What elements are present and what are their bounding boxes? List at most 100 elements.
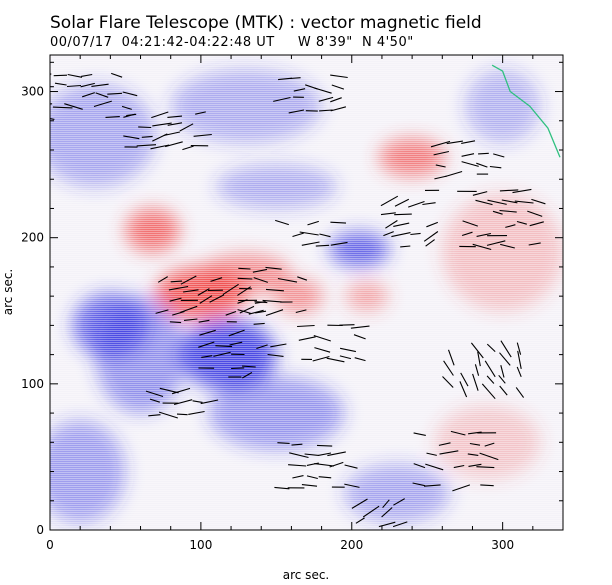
field-vector-8 <box>531 198 546 205</box>
field-vector-3 <box>252 268 268 273</box>
field-vector-15 <box>290 77 301 80</box>
field-vector-11 <box>413 432 426 436</box>
field-vector-13 <box>392 521 408 528</box>
field-vector-9 <box>433 150 450 156</box>
field-vector-11 <box>479 452 499 461</box>
field-vector-7 <box>383 231 394 237</box>
field-vector-7 <box>422 202 436 206</box>
field-vector-0 <box>64 103 83 110</box>
field-vector-1 <box>138 126 152 129</box>
field-vector-10 <box>500 365 505 378</box>
field-vector-15 <box>288 109 305 114</box>
field-vector-15 <box>330 74 348 79</box>
field-vector-1 <box>167 115 183 118</box>
field-vector-9 <box>461 161 479 167</box>
field-vector-1 <box>195 111 206 115</box>
field-vector-15 <box>278 77 293 81</box>
field-vector-6 <box>315 244 330 247</box>
field-vector-12 <box>306 475 318 480</box>
field-vector-6 <box>275 219 289 226</box>
field-vector-10 <box>470 342 484 359</box>
field-vector-15 <box>318 96 334 102</box>
field-vector-3 <box>295 309 307 314</box>
field-vector-12 <box>301 484 318 487</box>
field-vector-7 <box>385 220 398 229</box>
field-vector-13 <box>378 521 396 528</box>
field-vector-12 <box>318 476 332 479</box>
field-vector-7 <box>426 221 438 228</box>
field-vector-8 <box>487 199 507 205</box>
field-vector-7 <box>380 195 399 207</box>
field-vector-11 <box>438 442 451 446</box>
field-vector-10 <box>474 364 480 376</box>
field-vector-2 <box>253 322 265 325</box>
field-vector-1 <box>179 123 194 132</box>
field-vector-0 <box>80 82 95 88</box>
chart-title: Solar Flare Telescope (MTK) : vector mag… <box>50 13 482 33</box>
field-vector-15 <box>273 96 291 102</box>
field-vector-10 <box>472 373 479 391</box>
field-vector-14 <box>173 399 193 406</box>
field-vector-13 <box>355 517 365 524</box>
field-vector-11 <box>425 463 444 471</box>
field-vector-12 <box>274 486 290 490</box>
field-vector-5 <box>312 355 330 362</box>
field-vector-9 <box>478 152 489 155</box>
field-vector-7 <box>393 222 410 227</box>
field-vector-8 <box>529 221 544 227</box>
field-vector-11 <box>423 484 441 487</box>
field-vector-0 <box>105 116 120 118</box>
field-vector-15 <box>293 88 306 92</box>
field-vector-1 <box>150 144 170 150</box>
field-vector-5 <box>350 325 370 329</box>
field-vector-9 <box>476 162 488 168</box>
field-vector-3 <box>254 301 268 304</box>
field-vector-15 <box>319 109 333 112</box>
field-vector-0 <box>95 92 109 98</box>
y-axis-label: arc sec. <box>1 269 15 315</box>
field-vector-5 <box>313 334 331 342</box>
field-vector-9 <box>461 153 475 157</box>
field-vector-1 <box>152 122 172 127</box>
field-vector-0 <box>93 100 112 108</box>
field-vector-5 <box>339 355 352 360</box>
field-vector-1 <box>126 113 137 117</box>
field-vector-12 <box>292 475 304 479</box>
field-vector-15 <box>330 106 347 112</box>
field-vector-6 <box>299 231 319 236</box>
field-vector-11 <box>480 484 494 487</box>
field-vector-9 <box>493 153 505 158</box>
x-tick-label: 100 <box>189 538 212 552</box>
field-vector-4 <box>231 367 245 370</box>
axes: 0 100 200 300 0 100 200 300 <box>21 55 564 552</box>
x-tick-label: 300 <box>491 538 514 552</box>
field-vector-12 <box>304 453 319 456</box>
field-vector-13 <box>381 507 393 518</box>
field-vector-9 <box>489 165 502 169</box>
field-vector-8 <box>499 189 519 192</box>
field-vector-7 <box>391 232 411 238</box>
field-vector-1 <box>123 135 140 140</box>
field-vector-2 <box>198 319 210 323</box>
field-vector-8 <box>476 232 492 237</box>
field-vector-4 <box>215 345 233 348</box>
field-vector-10 <box>516 342 522 355</box>
field-vector-3 <box>277 277 298 283</box>
field-vector-3 <box>297 276 308 281</box>
field-vector-3 <box>265 309 284 317</box>
field-vector-11 <box>413 463 426 469</box>
field-vector-4 <box>228 329 245 337</box>
field-vector-2 <box>183 289 199 293</box>
y-tick-label: 100 <box>21 377 44 391</box>
field-vector-0 <box>81 73 93 77</box>
field-vector-1 <box>163 131 181 137</box>
field-vector-14 <box>176 413 188 416</box>
field-vector-10 <box>499 385 508 396</box>
field-vector-2 <box>169 297 182 302</box>
field-vector-0 <box>122 91 138 97</box>
field-vector-14 <box>188 410 205 415</box>
field-vector-12 <box>277 442 290 444</box>
field-vector-6 <box>307 220 319 226</box>
field-vector-7 <box>400 245 411 248</box>
